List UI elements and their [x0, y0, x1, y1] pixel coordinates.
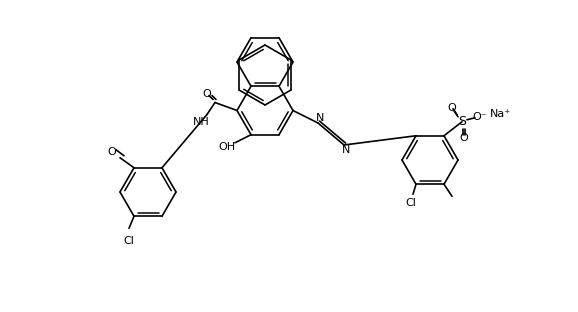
- Text: O: O: [108, 147, 116, 157]
- Text: S: S: [458, 115, 466, 128]
- Text: N: N: [342, 145, 350, 155]
- Text: NH: NH: [192, 118, 209, 128]
- Text: Cl: Cl: [406, 198, 416, 208]
- Text: O: O: [203, 90, 212, 100]
- Text: O: O: [447, 103, 457, 113]
- Text: O⁻: O⁻: [473, 112, 487, 122]
- Text: N: N: [316, 113, 324, 123]
- Text: OH: OH: [218, 142, 236, 152]
- Text: O: O: [460, 133, 468, 143]
- Text: Cl: Cl: [124, 236, 135, 246]
- Text: Na⁺: Na⁺: [490, 109, 510, 119]
